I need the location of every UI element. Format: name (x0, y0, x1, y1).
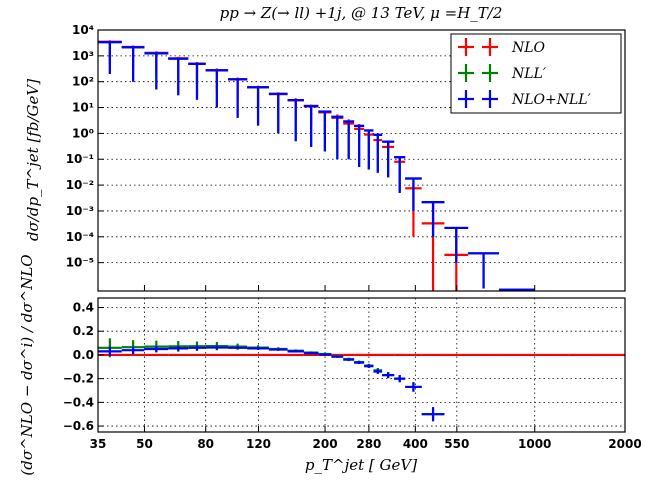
top-y-ticks: 10⁴ 10³ 10² 10¹ 10⁰ 10⁻¹ 10⁻² 10⁻³ 10⁻⁴ 10⁻⁵ (66, 23, 104, 270)
bottom-panel: 0.4 0.2 0.0 −0.2 −0.4 −0.6 (dσ^NLO − dσ^i) / … (18, 254, 626, 476)
top-y-tick-label: 10¹ (72, 101, 94, 115)
x-tick-label: 280 (356, 437, 381, 451)
legend-item-nlo-nll: NLO+NLL′ (458, 90, 592, 108)
bottom-y-tick-label: 0.0 (73, 348, 94, 362)
x-tick-label: 200 (313, 437, 338, 451)
bottom-y-axis-label: (dσ^NLO − dσ^i) / dσ^NLO (18, 254, 36, 475)
bottom-series (98, 338, 625, 422)
series-nlo-nll- (98, 345, 445, 422)
series-nlo-nll- (98, 41, 535, 291)
bottom-y-ticks: 0.4 0.2 0.0 −0.2 −0.4 −0.6 (63, 300, 104, 433)
x-tick-label: 2000 (608, 437, 641, 451)
chart-title: pp → Z(→ ll) +1j, @ 13 TeV, μ =H_T/2 (220, 4, 503, 22)
legend-label-nlo: NLO (511, 40, 546, 56)
top-y-tick-label: 10³ (72, 49, 94, 63)
top-y-tick-label: 10⁻¹ (66, 152, 94, 166)
x-tick-label: 80 (197, 437, 214, 451)
top-y-tick-label: 10⁻³ (66, 204, 94, 218)
bottom-y-tick-label: −0.4 (63, 395, 94, 409)
legend-marker-nlo (458, 38, 498, 56)
top-y-tick-label: 10² (72, 75, 94, 89)
top-y-tick-label: 10⁻⁵ (66, 256, 94, 270)
bottom-y-tick-label: 0.2 (73, 324, 94, 338)
bottom-y-tick-label: −0.2 (63, 372, 94, 386)
legend-label-nll: NLL′ (511, 66, 547, 82)
series-nlo (98, 40, 469, 291)
legend-item-nll: NLL′ (458, 64, 547, 82)
top-y-tick-label: 10⁻² (66, 178, 94, 192)
legend-item-nlo: NLO (458, 38, 546, 56)
top-panel: 10⁴ 10³ 10² 10¹ 10⁰ 10⁻¹ 10⁻² 10⁻³ 10⁻⁴ 10⁻⁵ dσ/d… (24, 23, 626, 292)
x-tick-label: 400 (403, 437, 428, 451)
top-y-axis-label: dσ/dp_T^jet [fb/GeV] (24, 79, 42, 241)
bottom-y-tick-label: 0.4 (73, 300, 94, 314)
bottom-plot-frame (97, 297, 626, 433)
x-tick-label: 550 (444, 437, 469, 451)
x-tick-label: 1000 (518, 437, 551, 451)
legend-marker-nll (458, 64, 498, 82)
top-plot-frame (97, 29, 626, 292)
x-ticks: 35 50 80 120 200 280 400 550 1000 2000 (90, 285, 642, 451)
top-y-tick-label: 10⁴ (72, 23, 94, 37)
top-y-tick-label: 10⁰ (72, 126, 94, 140)
legend: NLO NLL′ NLO+NLL′ (450, 33, 622, 114)
legend-frame (450, 33, 622, 114)
x-axis-label: p_T^jet [ GeV] (305, 456, 417, 474)
bottom-gridlines (97, 298, 626, 432)
top-y-tick-label: 10⁻⁴ (66, 230, 94, 244)
top-series (98, 40, 535, 291)
legend-label-nlo-nll: NLO+NLL′ (511, 92, 592, 108)
bottom-y-tick-label: −0.6 (63, 419, 94, 433)
x-tick-label: 120 (246, 437, 271, 451)
x-tick-label: 50 (136, 437, 153, 451)
x-tick-label: 35 (90, 437, 107, 451)
legend-marker-nlo-nll (458, 90, 498, 108)
